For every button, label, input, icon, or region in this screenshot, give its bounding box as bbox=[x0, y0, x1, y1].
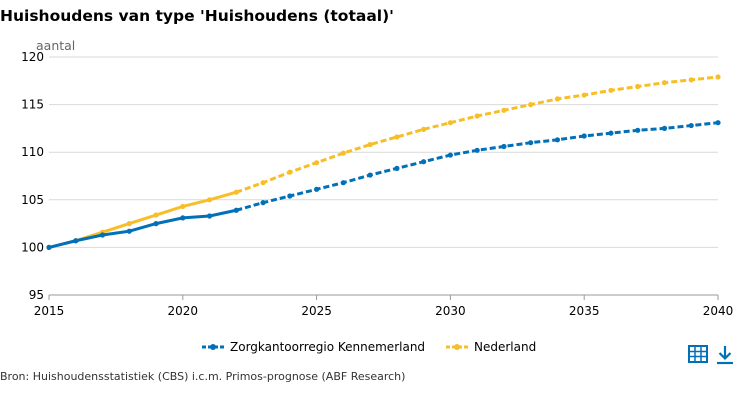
x-tick-label-2030: 2030 bbox=[435, 304, 466, 318]
legend-label-nederland: Nederland bbox=[474, 340, 537, 354]
data-point-s0-2021 bbox=[206, 213, 213, 219]
line-chart: 2015 2020 2025 2030 2035 2040 95 100 105 110 115 12… bbox=[21, 38, 734, 318]
data-point-s1-2031 bbox=[474, 113, 480, 119]
data-point-s0-2015 bbox=[46, 244, 52, 250]
y-tick-label-100: 100 bbox=[21, 240, 44, 254]
download-icon[interactable] bbox=[715, 344, 737, 366]
legend-item-kennemerland[interactable]: Zorgkantoorregio Kennemerland bbox=[202, 340, 425, 354]
series-line-dashed-1 bbox=[235, 75, 719, 194]
x-tick-label-2015: 2015 bbox=[34, 304, 65, 318]
data-point-s1-2036 bbox=[608, 87, 614, 93]
data-point-s1-2030 bbox=[447, 120, 453, 126]
y-tick-label-105: 105 bbox=[21, 193, 44, 207]
data-point-s0-2038 bbox=[661, 125, 668, 131]
data-point-s0-2039 bbox=[688, 122, 694, 129]
x-tick-label-2035: 2035 bbox=[569, 304, 600, 318]
data-point-s0-2032 bbox=[501, 143, 507, 150]
table-icon[interactable] bbox=[688, 344, 710, 366]
table-icon-glyph bbox=[688, 345, 708, 363]
data-point-s0-2036 bbox=[608, 130, 614, 136]
data-point-s1-2037 bbox=[635, 83, 641, 90]
x-tick-label-2040: 2040 bbox=[703, 304, 734, 318]
y-tick-label-115: 115 bbox=[21, 98, 44, 112]
y-tick-label-120: 120 bbox=[21, 50, 44, 64]
data-point-s1-2021 bbox=[206, 197, 213, 203]
legend-swatch-blue bbox=[202, 344, 224, 350]
data-point-s1-2029 bbox=[421, 126, 427, 132]
data-point-s0-2028 bbox=[394, 165, 400, 171]
x-tick-label-2025: 2025 bbox=[301, 304, 332, 318]
data-point-s0-2027 bbox=[367, 172, 373, 178]
data-point-s0-2025 bbox=[314, 186, 320, 192]
data-point-s0-2017 bbox=[99, 232, 106, 238]
data-point-s1-2033 bbox=[528, 102, 534, 108]
data-point-s0-2020 bbox=[180, 215, 186, 221]
data-point-s0-2037 bbox=[635, 127, 641, 133]
data-point-s0-2018 bbox=[126, 228, 132, 234]
x-tick-label-2020: 2020 bbox=[168, 304, 199, 318]
y-tick-label-110: 110 bbox=[21, 145, 44, 159]
y-axis-label: aantal bbox=[36, 38, 75, 53]
data-point-s1-2040 bbox=[715, 74, 721, 80]
data-point-s1-2038 bbox=[661, 80, 668, 86]
data-point-s1-2028 bbox=[394, 134, 400, 140]
data-point-s1-2039 bbox=[688, 77, 694, 83]
series-line-solid-0 bbox=[47, 208, 238, 249]
data-point-s1-2022 bbox=[233, 189, 239, 195]
data-point-s0-2026 bbox=[340, 180, 346, 186]
data-point-s1-2034 bbox=[554, 96, 561, 102]
data-point-s0-2034 bbox=[554, 137, 561, 143]
legend-swatch-yellow bbox=[446, 344, 468, 350]
data-point-s0-2023 bbox=[260, 200, 266, 206]
data-point-s0-2019 bbox=[153, 221, 159, 227]
data-point-s0-2016 bbox=[73, 238, 79, 244]
source-note: Bron: Huishoudensstatistiek (CBS) i.c.m.… bbox=[0, 370, 406, 383]
data-point-s1-2032 bbox=[501, 107, 507, 113]
y-tick-label-95: 95 bbox=[29, 288, 44, 302]
data-point-s1-2027 bbox=[367, 141, 373, 148]
data-point-s1-2020 bbox=[180, 203, 186, 210]
data-point-s1-2024 bbox=[287, 169, 293, 175]
data-point-s1-2023 bbox=[260, 180, 266, 186]
data-point-s1-2019 bbox=[153, 212, 159, 218]
data-point-s1-2026 bbox=[340, 150, 346, 156]
data-point-s0-2035 bbox=[581, 133, 587, 139]
legend-item-nederland[interactable]: Nederland bbox=[446, 340, 536, 354]
legend-label-kennemerland: Zorgkantoorregio Kennemerland bbox=[230, 340, 426, 354]
legend: Zorgkantoorregio Kennemerland Nederland bbox=[0, 340, 738, 362]
data-point-s0-2022 bbox=[233, 207, 239, 213]
data-point-s0-2033 bbox=[528, 140, 534, 146]
data-point-s1-2035 bbox=[581, 92, 587, 98]
data-point-s0-2029 bbox=[421, 159, 427, 165]
data-point-s0-2031 bbox=[474, 147, 480, 153]
chart-title: Huishoudens van type 'Huishoudens (totaa… bbox=[0, 7, 394, 25]
download-icon-glyph bbox=[717, 346, 733, 365]
data-point-s1-2018 bbox=[126, 221, 132, 227]
data-point-s0-2030 bbox=[447, 152, 453, 158]
data-point-s0-2040 bbox=[715, 120, 721, 126]
data-point-s1-2025 bbox=[314, 160, 320, 166]
data-point-s0-2024 bbox=[287, 193, 293, 199]
